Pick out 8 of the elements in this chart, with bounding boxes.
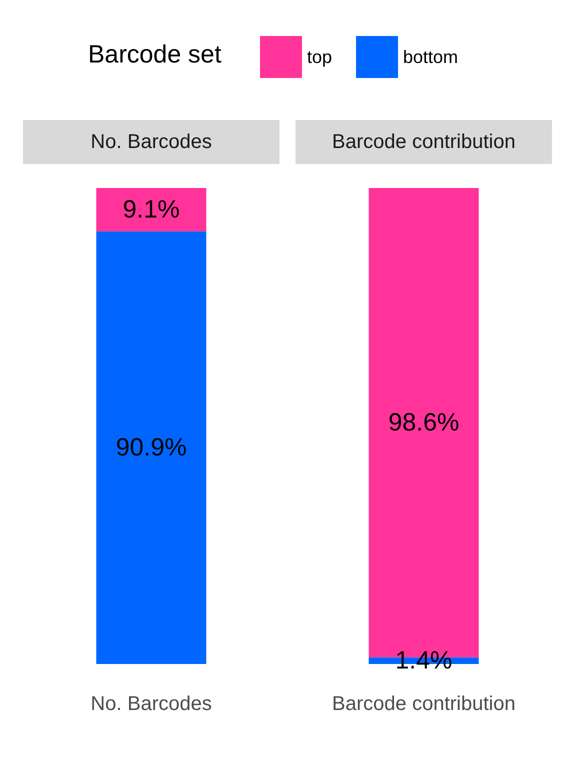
text: Barcode contribution — [332, 131, 516, 153]
legend-label: bottom — [403, 47, 458, 67]
data-label: 90.9% — [116, 434, 187, 462]
legend-title: Barcode set — [88, 40, 222, 68]
legend-label: top — [307, 47, 332, 67]
text: No. Barcodes — [90, 131, 212, 153]
data-label: 9.1% — [122, 196, 180, 224]
data-label: 98.6% — [388, 408, 460, 437]
